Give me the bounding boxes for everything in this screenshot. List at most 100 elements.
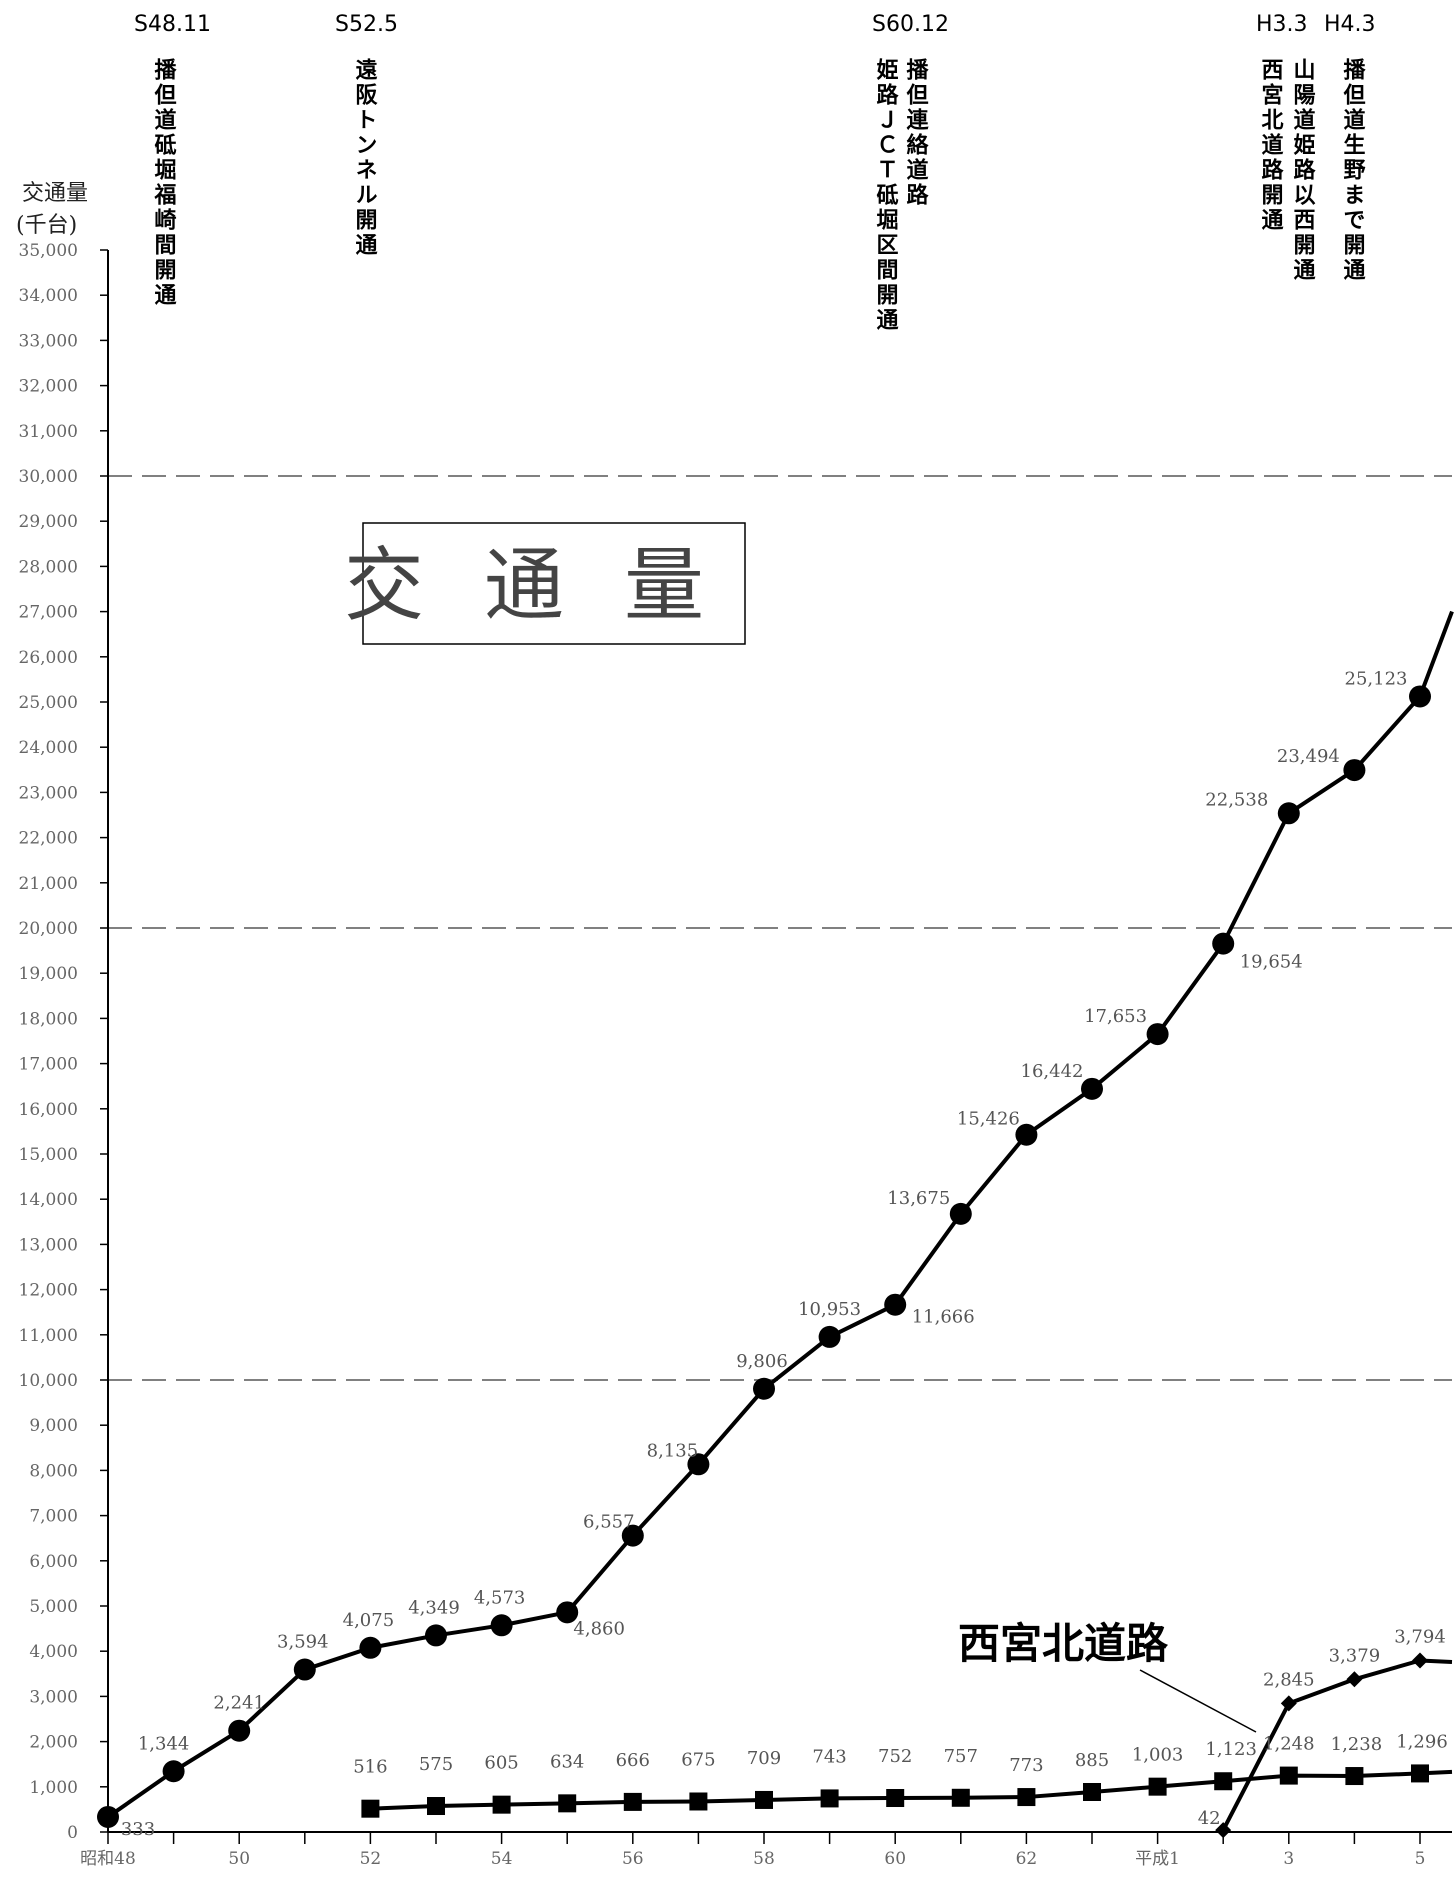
y-tick-label: 3,000 bbox=[29, 1687, 78, 1707]
y-tick-label: 23,000 bbox=[19, 783, 78, 803]
y-tick-label: 22,000 bbox=[19, 829, 78, 849]
data-point-circle bbox=[1081, 1077, 1103, 1100]
data-label: 13,675 bbox=[887, 1188, 950, 1209]
y-tick-label: 21,000 bbox=[19, 874, 78, 894]
y-tick-label: 13,000 bbox=[19, 1235, 78, 1255]
y-tick-label: 20,000 bbox=[19, 919, 78, 939]
event-description: 山陽道姫路以西開通 bbox=[1290, 58, 1316, 283]
data-point-circle bbox=[753, 1377, 775, 1400]
data-point-circle bbox=[1277, 802, 1300, 825]
data-point-circle bbox=[359, 1636, 382, 1659]
y-tick-label: 26,000 bbox=[19, 648, 78, 668]
data-label: 1,003 bbox=[1132, 1745, 1184, 1766]
y-tick-label: 27,000 bbox=[19, 603, 78, 623]
data-point-square bbox=[1411, 1764, 1429, 1783]
y-axis-title-line1: 交通量 bbox=[22, 181, 88, 206]
y-tick-label: 32,000 bbox=[19, 377, 78, 397]
data-point-square bbox=[623, 1792, 642, 1811]
data-label: 1,123 bbox=[1205, 1739, 1257, 1760]
data-label: 634 bbox=[550, 1751, 584, 1772]
data-point-square bbox=[1083, 1782, 1101, 1801]
y-tick-label: 8,000 bbox=[29, 1461, 78, 1481]
event-description: 播但連絡道路 bbox=[903, 58, 929, 208]
data-label: 4,075 bbox=[343, 1610, 395, 1631]
series-layer bbox=[97, 610, 1454, 1839]
data-point-circle bbox=[293, 1658, 316, 1681]
data-label: 4,573 bbox=[474, 1587, 526, 1608]
data-label: 773 bbox=[1009, 1755, 1043, 1776]
data-label: 1,296 bbox=[1396, 1731, 1448, 1752]
data-label: 575 bbox=[419, 1754, 453, 1775]
data-point-square bbox=[1148, 1777, 1167, 1796]
data-point-circle bbox=[884, 1293, 907, 1316]
data-label: 25,123 bbox=[1345, 668, 1408, 689]
event-description: 播但道生野まで開通 bbox=[1340, 58, 1366, 283]
y-tick-label: 10,000 bbox=[19, 1371, 78, 1391]
data-label: 42 bbox=[1198, 1808, 1221, 1829]
data-point-circle bbox=[490, 1614, 513, 1637]
data-label: 10,953 bbox=[798, 1299, 861, 1320]
y-axis-title-line2: (千台) bbox=[16, 213, 77, 238]
major-gridlines bbox=[108, 475, 1452, 1381]
data-label: 19,654 bbox=[1240, 952, 1303, 973]
data-label: 3,794 bbox=[1394, 1627, 1446, 1648]
x-tick-label: 昭和48 bbox=[80, 1849, 136, 1869]
y-tick-label: 0 bbox=[67, 1823, 78, 1843]
data-label: 2,845 bbox=[1263, 1669, 1315, 1690]
data-label: 3,379 bbox=[1329, 1645, 1381, 1666]
x-tick-label: 平成1 bbox=[1135, 1849, 1180, 1869]
data-point-diamond bbox=[1346, 1671, 1363, 1688]
event-description: 西宮北道路開通 bbox=[1258, 58, 1284, 233]
x-tick-label: 5 bbox=[1415, 1849, 1426, 1869]
data-label: 8,135 bbox=[647, 1440, 699, 1461]
y-tick-label: 30,000 bbox=[19, 467, 78, 487]
data-point-diamond bbox=[1412, 1652, 1428, 1669]
title-box-frame bbox=[362, 522, 746, 645]
data-point-circle bbox=[162, 1760, 185, 1783]
data-label: 1,248 bbox=[1263, 1734, 1315, 1755]
data-label: 22,538 bbox=[1205, 789, 1268, 810]
event-date: H4.3 bbox=[1324, 12, 1376, 37]
title-box: 交通量 bbox=[344, 522, 746, 645]
data-label: 605 bbox=[484, 1753, 518, 1774]
x-tick-label: 54 bbox=[491, 1849, 513, 1869]
y-tick-label: 35,000 bbox=[19, 241, 78, 261]
y-tick-label: 24,000 bbox=[19, 738, 78, 758]
data-point-circle bbox=[97, 1805, 119, 1828]
data-label: 23,494 bbox=[1277, 746, 1340, 767]
series-name-label: 西宮北道路 bbox=[958, 1619, 1169, 1668]
event-description: 遠阪トンネル開通 bbox=[352, 57, 378, 258]
y-tick-label: 34,000 bbox=[19, 286, 78, 306]
x-tick-label: 56 bbox=[622, 1849, 644, 1869]
data-labels: 333 1,344 2,241 3,594 4,075 4,349 4,573 4,860 6,… bbox=[121, 668, 1448, 1840]
data-label: 675 bbox=[681, 1749, 715, 1770]
y-tick-label: 29,000 bbox=[19, 512, 78, 532]
data-point-square bbox=[1345, 1767, 1364, 1786]
data-label: 6,557 bbox=[583, 1512, 635, 1533]
data-point-circle bbox=[1343, 759, 1366, 782]
data-point-circle bbox=[425, 1624, 447, 1647]
y-tick-label: 18,000 bbox=[19, 1009, 78, 1029]
y-tick-label: 31,000 bbox=[19, 422, 78, 442]
data-label: 516 bbox=[353, 1757, 387, 1778]
x-tick-label: 58 bbox=[753, 1849, 775, 1869]
data-label: 1,238 bbox=[1331, 1734, 1383, 1755]
series-line-2 bbox=[370, 1769, 1453, 1811]
event-date: S52.5 bbox=[335, 12, 398, 37]
event-date: H3.3 bbox=[1256, 12, 1308, 37]
series-name-leader bbox=[1139, 1669, 1257, 1733]
data-point-diamond bbox=[1280, 1695, 1297, 1712]
y-tick-label: 14,000 bbox=[19, 1190, 78, 1210]
data-label: 1,344 bbox=[138, 1733, 190, 1754]
y-tick-label: 9,000 bbox=[29, 1416, 78, 1436]
data-label: 885 bbox=[1075, 1750, 1109, 1771]
data-point-square bbox=[558, 1794, 577, 1813]
data-point-diamond bbox=[1215, 1822, 1232, 1839]
data-point-square bbox=[1017, 1788, 1036, 1807]
y-tick-label: 17,000 bbox=[19, 1055, 78, 1075]
data-point-square bbox=[427, 1797, 445, 1816]
data-label: 666 bbox=[616, 1750, 650, 1771]
data-point-circle bbox=[1015, 1123, 1038, 1146]
data-point-square bbox=[820, 1789, 839, 1808]
